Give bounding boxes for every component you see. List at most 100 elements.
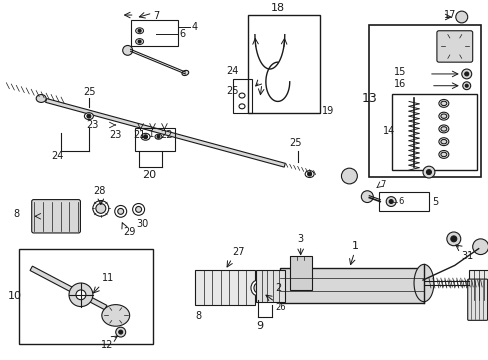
Text: 17: 17 [443,10,455,20]
Bar [379,192,428,211]
Ellipse shape [36,95,46,102]
Ellipse shape [250,280,264,296]
Ellipse shape [440,139,446,144]
Bar [279,268,423,303]
Text: 24: 24 [225,66,238,76]
Bar [247,15,319,113]
Circle shape [386,197,395,207]
Polygon shape [30,266,107,310]
Text: 5: 5 [431,197,437,207]
Circle shape [87,114,91,118]
Circle shape [96,203,105,213]
Circle shape [472,239,488,255]
Circle shape [464,72,468,76]
Ellipse shape [305,171,313,177]
Bar [391,94,476,170]
Ellipse shape [102,305,129,326]
Ellipse shape [440,127,446,131]
Text: 3: 3 [297,234,303,244]
Text: 9: 9 [256,321,263,331]
Text: 25: 25 [83,86,95,96]
Ellipse shape [182,70,188,76]
FancyBboxPatch shape [32,199,80,233]
Ellipse shape [438,150,448,158]
Circle shape [341,168,357,184]
Bar [468,270,488,300]
Text: 31: 31 [461,251,473,261]
Text: 23: 23 [108,130,121,140]
Circle shape [118,208,123,214]
Circle shape [76,290,86,300]
Bar [255,270,284,302]
Circle shape [115,206,126,217]
Circle shape [116,327,125,337]
Bar [233,79,251,113]
Text: 19: 19 [321,106,333,116]
Text: 14: 14 [383,126,395,136]
Bar [195,270,254,305]
Ellipse shape [438,125,448,133]
Circle shape [143,135,147,139]
Circle shape [157,135,160,138]
Text: 4: 4 [191,22,197,32]
Text: 25: 25 [225,86,238,96]
Ellipse shape [84,113,93,120]
Text: 23: 23 [86,120,99,130]
Text: 12: 12 [101,340,113,350]
Text: 8: 8 [13,209,20,219]
Ellipse shape [268,289,274,297]
Ellipse shape [239,93,244,98]
Circle shape [361,191,372,203]
Ellipse shape [266,287,276,299]
Text: 25: 25 [289,138,302,148]
Circle shape [388,199,392,203]
Text: 18: 18 [270,3,285,13]
Ellipse shape [141,133,150,140]
Text: 1: 1 [148,130,154,139]
Text: 26: 26 [275,303,286,312]
Circle shape [138,40,141,43]
Text: 21: 21 [133,130,146,140]
Ellipse shape [438,99,448,107]
Text: 15: 15 [393,67,406,77]
Text: 6: 6 [397,197,403,206]
Bar [368,25,480,177]
Ellipse shape [413,264,433,302]
Circle shape [93,201,108,216]
Text: 20: 20 [142,170,156,180]
Text: 6: 6 [179,29,185,39]
Ellipse shape [239,104,244,109]
Ellipse shape [135,39,143,45]
Ellipse shape [253,283,262,293]
Circle shape [69,283,93,307]
Text: 29: 29 [123,227,136,237]
Text: 13: 13 [361,92,376,105]
Ellipse shape [135,28,143,34]
Circle shape [122,45,132,55]
Bar [134,128,175,150]
Ellipse shape [440,114,446,118]
Bar [19,249,152,344]
Circle shape [461,69,471,79]
Text: 30: 30 [136,219,148,229]
Text: 11: 11 [102,273,114,283]
Ellipse shape [438,138,448,145]
Circle shape [135,207,142,212]
Text: 1: 1 [351,240,358,251]
Text: 28: 28 [93,186,105,196]
FancyBboxPatch shape [467,279,487,320]
Text: 8: 8 [195,311,201,321]
Ellipse shape [155,134,162,139]
Circle shape [307,172,311,176]
Circle shape [450,236,456,242]
Circle shape [426,170,430,175]
Text: 16: 16 [393,79,406,89]
Ellipse shape [438,112,448,120]
Circle shape [446,232,460,246]
Circle shape [138,29,141,32]
Text: 22: 22 [160,130,173,140]
Circle shape [464,84,468,87]
Circle shape [119,330,122,334]
Text: 2: 2 [274,283,281,293]
Bar [130,20,178,46]
